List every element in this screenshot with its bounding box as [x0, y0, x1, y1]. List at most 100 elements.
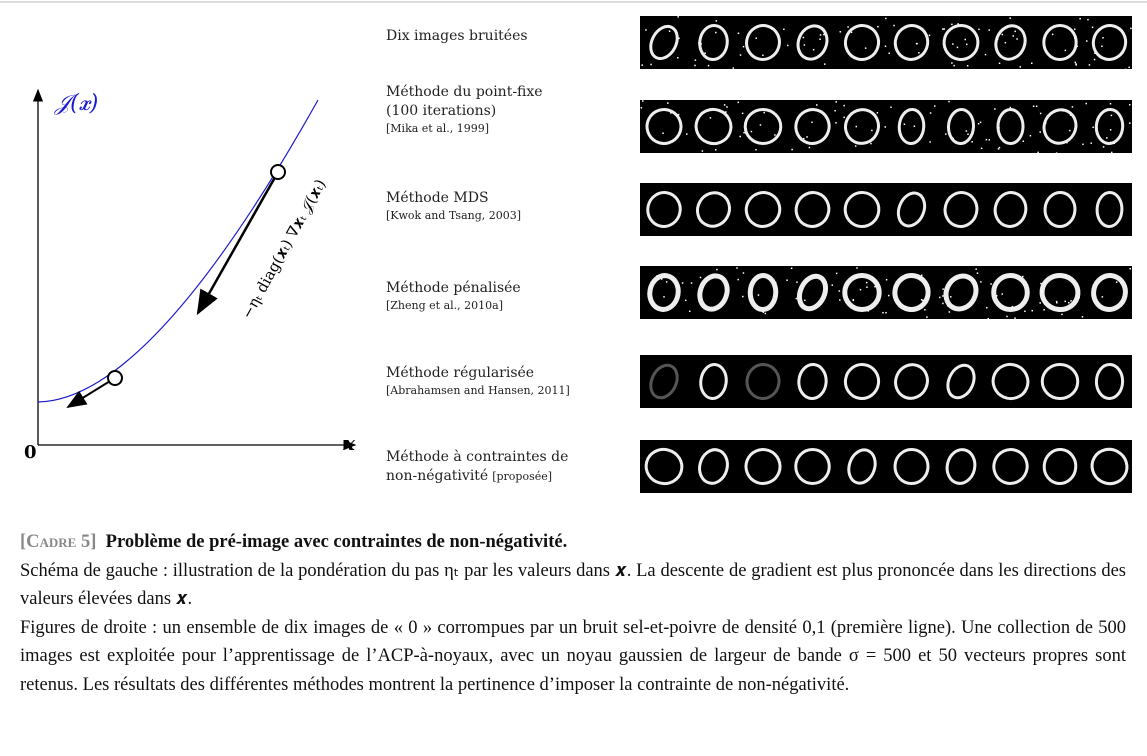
noise	[1087, 18, 1089, 21]
noise	[795, 297, 798, 300]
digit	[1091, 24, 1128, 61]
noise	[1075, 64, 1078, 66]
noise	[885, 311, 887, 314]
noise	[737, 101, 740, 104]
noise	[640, 106, 643, 109]
noise	[943, 28, 945, 30]
noise	[1128, 103, 1131, 106]
digit	[843, 363, 881, 400]
noise	[741, 112, 744, 115]
noise	[665, 56, 668, 59]
point	[270, 164, 286, 180]
noise	[1037, 151, 1039, 154]
noise	[742, 45, 745, 48]
noise	[823, 33, 825, 36]
noise	[1085, 40, 1088, 42]
figure: 𝒥(𝒙) 𝒙 0 −ηₜ diag(𝒙ₜ) ∇𝒙ₜ 𝒥(𝒙ₜ) Dix imag…	[0, 1, 1147, 493]
noise	[715, 20, 718, 22]
digit	[699, 363, 728, 400]
noise	[1115, 281, 1118, 283]
digit	[647, 273, 681, 312]
digit	[896, 191, 927, 228]
noise	[928, 34, 931, 37]
row-label-line: Méthode régularisée	[386, 365, 534, 381]
noise	[743, 131, 745, 134]
noise	[699, 276, 702, 279]
digit	[697, 273, 730, 312]
noise	[942, 295, 944, 297]
noise	[876, 112, 879, 114]
noise	[975, 268, 977, 270]
digit	[894, 363, 929, 400]
noise	[681, 282, 684, 284]
noise	[967, 133, 969, 136]
noise	[1014, 30, 1016, 33]
noise	[893, 24, 895, 27]
noise	[1019, 66, 1022, 68]
noise	[787, 44, 789, 47]
noise	[956, 46, 959, 49]
noise	[884, 45, 887, 48]
noise	[804, 299, 806, 302]
noise	[783, 28, 785, 30]
noise	[739, 135, 741, 138]
digit	[796, 273, 829, 312]
noise	[1075, 63, 1077, 65]
noise	[1001, 293, 1004, 295]
noise	[839, 299, 841, 301]
noise	[942, 302, 944, 305]
noise	[852, 299, 855, 301]
noise	[1101, 296, 1104, 298]
noise	[870, 142, 872, 145]
noise	[762, 311, 765, 313]
image-strip	[640, 183, 1132, 236]
noise	[953, 64, 955, 67]
noise	[650, 63, 652, 66]
digit	[698, 448, 729, 485]
noise	[1082, 143, 1084, 146]
noise	[762, 54, 764, 57]
noise	[1079, 17, 1081, 20]
noise	[965, 130, 968, 132]
noise	[834, 109, 836, 112]
noise	[1120, 282, 1122, 284]
row-label: non-négativité [proposée]	[386, 468, 552, 484]
noise	[951, 62, 953, 64]
point	[107, 370, 123, 386]
noise	[1062, 110, 1064, 112]
noise	[1061, 313, 1063, 316]
noise	[667, 102, 669, 104]
digit	[744, 191, 782, 228]
noise	[980, 147, 983, 150]
noise	[1074, 61, 1077, 64]
noise	[1065, 309, 1068, 311]
digit	[649, 24, 679, 61]
digit	[991, 362, 1030, 401]
caption-title: Problème de pré-image avec contraintes d…	[105, 532, 568, 552]
row-label: Dix images bruitées	[386, 28, 528, 44]
noise	[948, 100, 950, 103]
noise	[645, 29, 647, 31]
row-label-line: (100 iterations)	[386, 103, 496, 119]
noise	[823, 63, 826, 65]
noise	[996, 38, 999, 40]
noise	[688, 310, 691, 313]
noise	[677, 16, 679, 18]
digit	[847, 448, 877, 485]
noise	[888, 52, 890, 55]
noise	[678, 37, 680, 40]
noise	[811, 121, 813, 124]
digit	[946, 363, 976, 400]
y-label: 𝒥(𝒙)	[54, 91, 98, 116]
digit	[843, 24, 881, 61]
row-label: Méthode MDS	[386, 190, 489, 206]
noise	[704, 52, 706, 54]
noise	[966, 64, 969, 67]
noise	[831, 284, 834, 286]
noise	[816, 104, 818, 106]
step-arrow	[66, 377, 116, 409]
noise	[763, 111, 765, 114]
noise	[1014, 317, 1016, 319]
row-label: Méthode pénalisée	[386, 280, 521, 296]
noise	[803, 44, 806, 46]
